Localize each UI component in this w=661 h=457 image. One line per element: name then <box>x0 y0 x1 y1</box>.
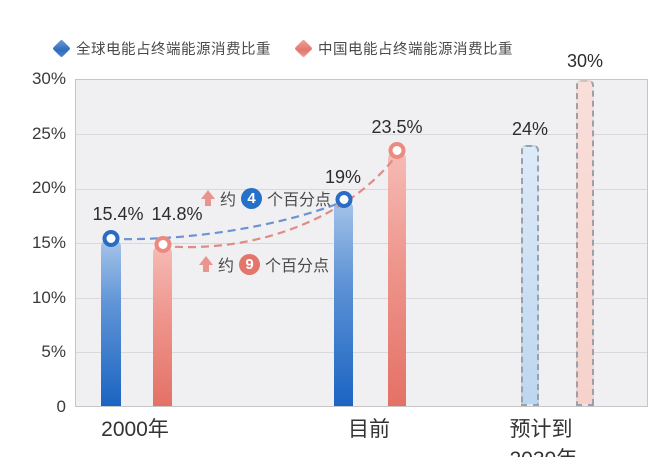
legend-label-global: 全球电能占终端能源消费比重 <box>76 42 271 58</box>
legend-item-global: 全球电能占终端能源消费比重 <box>52 38 271 59</box>
annotation-china-gain: 约 9 个百分点 <box>199 252 329 276</box>
bar-marker-china-now <box>388 141 406 159</box>
xlabel-2000: 2000年 <box>101 418 169 441</box>
annotation-suffix: 个百分点 <box>265 258 330 275</box>
legend-item-china: 中国电能占终端能源消费比重 <box>294 38 513 59</box>
legend-diamond-blue-icon <box>52 39 71 58</box>
bar-global-now <box>334 190 353 406</box>
annotation-prefix: 约 <box>218 258 235 275</box>
bar-marker-china-2000 <box>154 236 171 254</box>
ytick-0: 0 <box>56 397 66 416</box>
bar-marker-global-now <box>335 190 352 208</box>
legend-label-china: 中国电能占终端能源消费比重 <box>318 42 513 58</box>
gridline-20 <box>76 189 647 190</box>
value-label-global-2000: 15.4% <box>92 204 144 224</box>
gridline-25 <box>76 134 647 135</box>
gridline-5 <box>76 352 647 353</box>
value-label-china-now: 23.5% <box>371 117 423 137</box>
value-label-global-2030: 24% <box>511 119 549 139</box>
xlabel-2030: 预计到2030年 <box>509 418 578 457</box>
plot-area: 15.4% 14.8% 19% 23.5% 24% 30% 约 4 个百分点 约… <box>75 51 648 407</box>
annotation-badge-4: 4 <box>241 187 263 209</box>
value-label-china-2000: 14.8% <box>151 204 203 224</box>
legend-diamond-pink-icon <box>294 39 313 58</box>
value-label-global-now: 19% <box>324 167 362 187</box>
bar-marker-global-2000 <box>102 229 120 247</box>
gridline-10 <box>76 298 647 299</box>
value-label-china-2030: 30% <box>566 51 604 71</box>
annotation-suffix: 个百分点 <box>267 192 332 209</box>
bar-global-2000 <box>101 229 121 406</box>
bar-china-now <box>388 141 406 406</box>
annotation-global-gain: 约 4 个百分点 <box>201 186 331 210</box>
legend: 全球电能占终端能源消费比重 中国电能占终端能源消费比重 <box>52 38 513 59</box>
up-arrow-icon <box>201 189 215 207</box>
bar-china-2000 <box>153 236 172 406</box>
xlabel-now: 目前 <box>348 418 390 441</box>
annotation-prefix: 约 <box>220 192 237 209</box>
ytick-20: 20% <box>31 178 66 197</box>
ytick-30: 30% <box>31 69 66 88</box>
ytick-25: 25% <box>31 124 66 143</box>
ytick-15: 15% <box>31 233 66 252</box>
annotation-badge-9: 9 <box>239 253 261 275</box>
up-arrow-icon <box>199 255 213 273</box>
bar-china-2030-forecast <box>576 80 594 406</box>
bar-global-2030-forecast <box>521 145 539 406</box>
ytick-10: 10% <box>31 288 66 307</box>
ytick-5: 5% <box>41 342 66 361</box>
